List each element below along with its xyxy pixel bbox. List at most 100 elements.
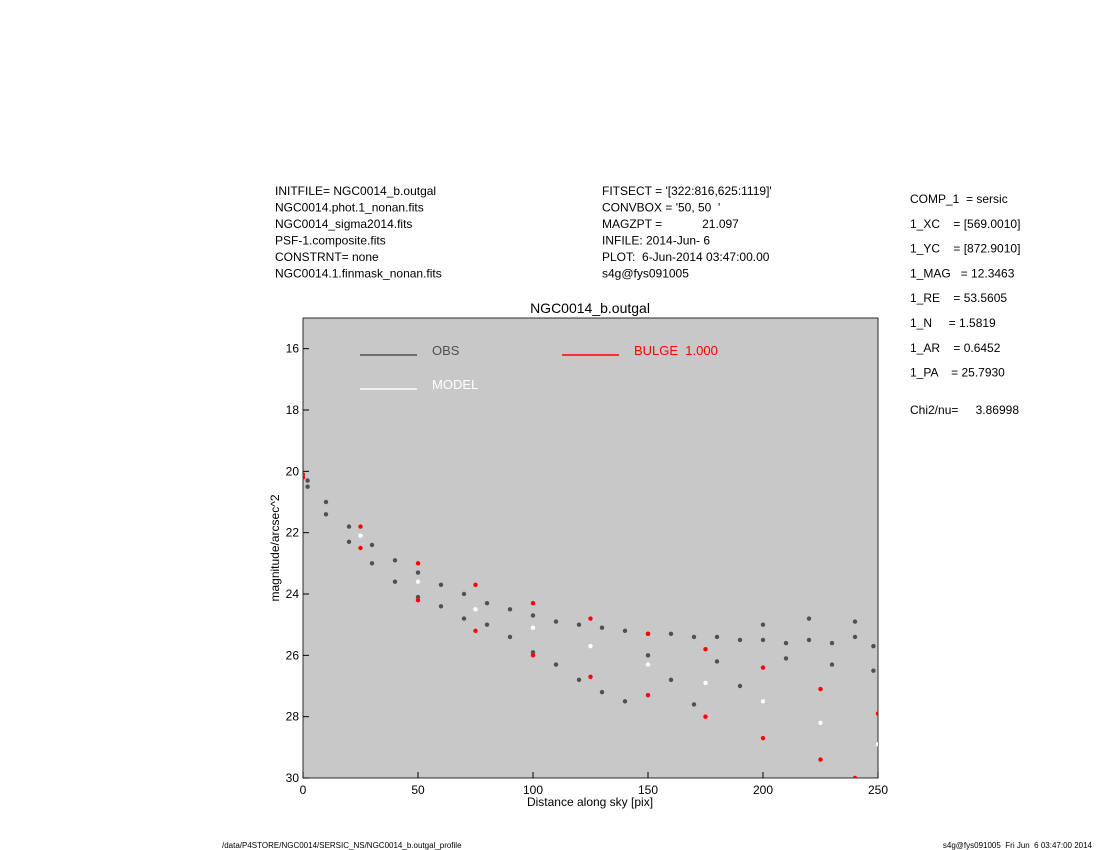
header-line: NGC0014_sigma2014.fits (275, 217, 412, 231)
point (576, 677, 582, 683)
point (305, 478, 310, 483)
point (392, 579, 398, 584)
point (818, 757, 823, 762)
point (323, 499, 329, 505)
x-axis-label: Distance along sky [pix] (527, 795, 653, 809)
point (358, 524, 363, 529)
point (737, 683, 743, 689)
point (852, 775, 858, 778)
point (871, 643, 876, 649)
point (760, 637, 766, 643)
x-tick-label: 200 (753, 783, 773, 797)
param-line: 1_RE = 53.5605 (910, 291, 1007, 305)
point (703, 647, 708, 652)
point (484, 601, 490, 606)
point (438, 604, 444, 609)
point (303, 475, 306, 480)
point (473, 582, 478, 587)
y-tick-label: 26 (286, 648, 300, 662)
plot-area (302, 317, 879, 779)
point (507, 634, 513, 640)
y-tick-label: 28 (286, 710, 300, 724)
footer-path: /data/P4STORE/NGC0014/SERSIC_NS/NGC0014_… (222, 841, 462, 850)
y-tick-label: 30 (286, 771, 300, 785)
point (576, 622, 582, 627)
header-line: s4g@fys091005 (602, 267, 689, 281)
point (622, 699, 628, 704)
point (760, 699, 766, 704)
y-tick-label: 24 (286, 587, 300, 601)
points (303, 472, 878, 778)
point (622, 628, 628, 633)
param-line: COMP_1 = sersic (910, 192, 1008, 206)
x-tick-label: 250 (868, 783, 888, 797)
point (714, 659, 720, 664)
point (829, 662, 835, 667)
point (553, 662, 559, 667)
point (783, 640, 789, 646)
point (645, 631, 651, 637)
point (852, 634, 858, 640)
x-tick-label: 50 (411, 783, 425, 797)
point (323, 512, 329, 517)
chart-title: NGC0014_b.outgal (530, 300, 650, 316)
point (645, 653, 651, 658)
param-line: 1_N = 1.5819 (910, 316, 996, 330)
point (645, 662, 651, 667)
header-line: PSF-1.composite.fits (275, 234, 386, 248)
point (691, 702, 697, 707)
param-line: 1_MAG = 12.3463 (910, 266, 1015, 280)
y-tick-label: 16 (286, 342, 300, 356)
point (599, 625, 605, 630)
point (783, 656, 789, 661)
header-line: NGC0014.phot.1_nonan.fits (275, 201, 424, 215)
y-axis-label: magnitude/arcsec^2 (268, 494, 282, 601)
point (473, 607, 478, 612)
point (369, 561, 375, 566)
header-line: NGC0014.1.finmask_nonan.fits (275, 267, 442, 281)
point (714, 634, 720, 640)
point (829, 640, 835, 646)
point (415, 561, 421, 566)
point (473, 628, 478, 633)
point (415, 597, 421, 603)
point (760, 665, 766, 670)
point (484, 622, 490, 627)
legend-label: MODEL (432, 377, 478, 392)
point (392, 558, 398, 563)
point (668, 677, 674, 683)
point (818, 720, 823, 725)
y-tick-label: 20 (286, 464, 300, 478)
x-tick-label: 100 (523, 783, 543, 797)
point (588, 643, 593, 649)
point (737, 637, 743, 643)
point (305, 484, 310, 489)
header-line: MAGZPT = 21.097 (602, 217, 739, 231)
param-line: 1_AR = 0.6452 (910, 341, 1001, 355)
point (588, 616, 593, 621)
header-line: CONVBOX = '50, 50 ' (602, 201, 720, 215)
point (553, 619, 559, 624)
footer-stamp: s4g@fys091005 Fri Jun 6 03:47:00 2014 (943, 841, 1093, 850)
point (806, 616, 812, 621)
point (645, 693, 651, 698)
point (703, 680, 708, 686)
point (358, 545, 363, 551)
point (530, 653, 536, 658)
point (415, 579, 421, 584)
point (760, 735, 766, 741)
point (461, 616, 467, 621)
chi2-label: Chi2/nu= (910, 403, 958, 417)
point (760, 622, 766, 627)
point (346, 539, 352, 545)
point (871, 668, 876, 673)
point (530, 613, 536, 618)
x-tick-label: 150 (638, 783, 658, 797)
legend-label: BULGE 1.000 (634, 343, 718, 358)
header-line: INITFILE= NGC0014_b.outgal (275, 184, 436, 198)
point (530, 650, 536, 655)
y-tick-label: 22 (286, 526, 300, 540)
legend-label: OBS (432, 343, 460, 358)
point (668, 631, 674, 637)
